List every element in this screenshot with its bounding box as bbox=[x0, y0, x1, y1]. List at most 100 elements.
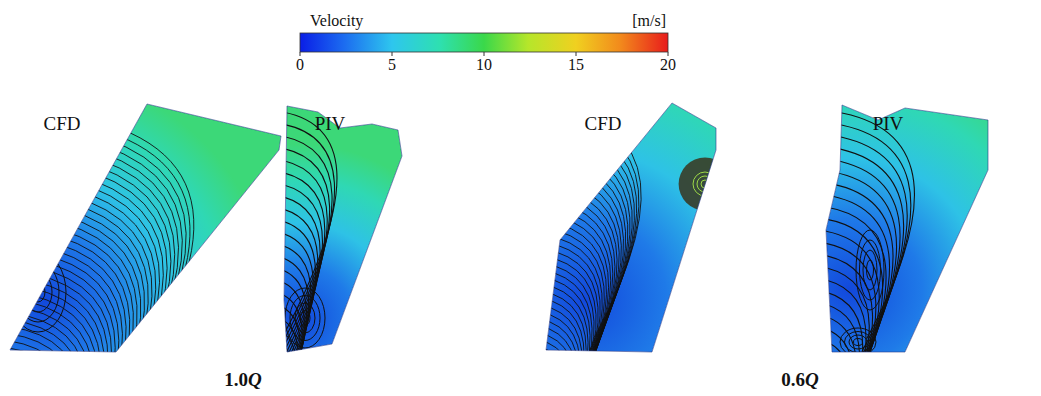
streamline bbox=[495, 373, 564, 396]
vortex bbox=[17, 262, 59, 322]
streamline bbox=[806, 217, 883, 396]
streamline bbox=[806, 241, 876, 396]
streamline bbox=[806, 205, 886, 396]
streamline bbox=[806, 169, 897, 396]
streamline bbox=[0, 213, 137, 396]
streamline bbox=[526, 268, 592, 396]
streamline bbox=[0, 227, 130, 396]
streamline bbox=[0, 318, 83, 396]
streamline bbox=[0, 262, 112, 396]
streamline bbox=[243, 254, 309, 396]
streamline bbox=[0, 150, 171, 380]
panel-outline bbox=[10, 104, 281, 352]
streamline bbox=[0, 367, 60, 396]
streamline bbox=[0, 143, 175, 373]
colorbar: Velocity[m/s]05101520 bbox=[296, 12, 676, 73]
vortex bbox=[854, 339, 863, 346]
panel-outline bbox=[284, 106, 402, 352]
streamline bbox=[0, 311, 87, 396]
streamline bbox=[0, 241, 122, 396]
streamline bbox=[797, 301, 859, 396]
streamline bbox=[214, 362, 290, 396]
panel-outline bbox=[546, 103, 716, 352]
streamline bbox=[0, 157, 167, 387]
vortex bbox=[300, 311, 310, 326]
streamline bbox=[218, 350, 292, 396]
streamline bbox=[0, 206, 141, 396]
panel-label: PIV bbox=[873, 113, 904, 134]
vortex bbox=[295, 303, 315, 333]
streamline bbox=[503, 352, 570, 396]
vortex bbox=[24, 272, 52, 312]
panel-outline bbox=[826, 105, 988, 352]
streamline bbox=[806, 181, 893, 396]
vortex bbox=[860, 240, 881, 300]
vortex bbox=[863, 250, 877, 290]
colorbar-tick-label: 10 bbox=[476, 56, 492, 73]
streamline bbox=[0, 192, 148, 396]
flow-panel bbox=[0, 104, 281, 396]
streamline bbox=[246, 242, 311, 396]
streamline bbox=[0, 129, 182, 359]
streamline bbox=[526, 163, 624, 393]
panel-label: CFD bbox=[585, 113, 622, 134]
streamline bbox=[526, 212, 609, 396]
vortex bbox=[285, 288, 325, 348]
streamline bbox=[492, 380, 562, 396]
streamline bbox=[526, 282, 588, 396]
flow-panel bbox=[489, 103, 731, 396]
vortex bbox=[867, 260, 874, 280]
flow-panel bbox=[767, 105, 988, 396]
streamline bbox=[526, 240, 600, 396]
streamline bbox=[526, 177, 619, 396]
vortex bbox=[849, 335, 867, 349]
streamline bbox=[526, 275, 590, 396]
group-label: 1.0Q bbox=[224, 369, 262, 390]
streamline bbox=[0, 136, 179, 366]
vortex bbox=[290, 296, 320, 341]
panel-label: PIV bbox=[315, 113, 346, 134]
colorbar-scale bbox=[300, 33, 668, 52]
streamline bbox=[240, 266, 307, 396]
streamline bbox=[513, 324, 576, 396]
vortex bbox=[856, 230, 884, 310]
streamline bbox=[497, 366, 565, 396]
streamline bbox=[806, 253, 873, 396]
streamline bbox=[806, 133, 907, 363]
vortex bbox=[31, 282, 45, 302]
streamline bbox=[516, 317, 579, 396]
streamline bbox=[0, 346, 70, 396]
streamline bbox=[806, 193, 890, 396]
streamline bbox=[0, 178, 156, 396]
colorbar-label: Velocity bbox=[310, 12, 363, 30]
streamline bbox=[0, 171, 160, 396]
streamline bbox=[221, 338, 294, 396]
streamline bbox=[0, 353, 66, 396]
vortex bbox=[845, 332, 872, 353]
colorbar-tick-label: 5 bbox=[388, 56, 396, 73]
streamline bbox=[0, 388, 50, 396]
streamline bbox=[0, 381, 53, 396]
streamline bbox=[0, 374, 57, 396]
streamline bbox=[776, 361, 845, 396]
streamline bbox=[0, 339, 73, 396]
streamline bbox=[526, 114, 639, 344]
streamline bbox=[510, 331, 574, 396]
figure: Velocity[m/s]05101520CFDPIVCFDPIV1.0Q0.6… bbox=[0, 0, 1041, 396]
streamline bbox=[508, 338, 573, 396]
colorbar-unit: [m/s] bbox=[632, 12, 666, 29]
panel-label: CFD bbox=[44, 113, 81, 134]
streamline bbox=[264, 122, 335, 352]
streamline bbox=[505, 345, 571, 396]
streamline bbox=[0, 108, 194, 338]
streamline bbox=[0, 325, 80, 396]
streamline bbox=[526, 107, 641, 337]
colorbar-tick-label: 0 bbox=[296, 56, 304, 73]
streamline bbox=[521, 303, 582, 396]
streamline bbox=[0, 360, 63, 396]
streamline bbox=[806, 121, 911, 351]
streamline bbox=[526, 219, 606, 396]
streamline bbox=[489, 387, 560, 396]
streamline bbox=[0, 255, 115, 396]
streamline bbox=[526, 170, 621, 396]
